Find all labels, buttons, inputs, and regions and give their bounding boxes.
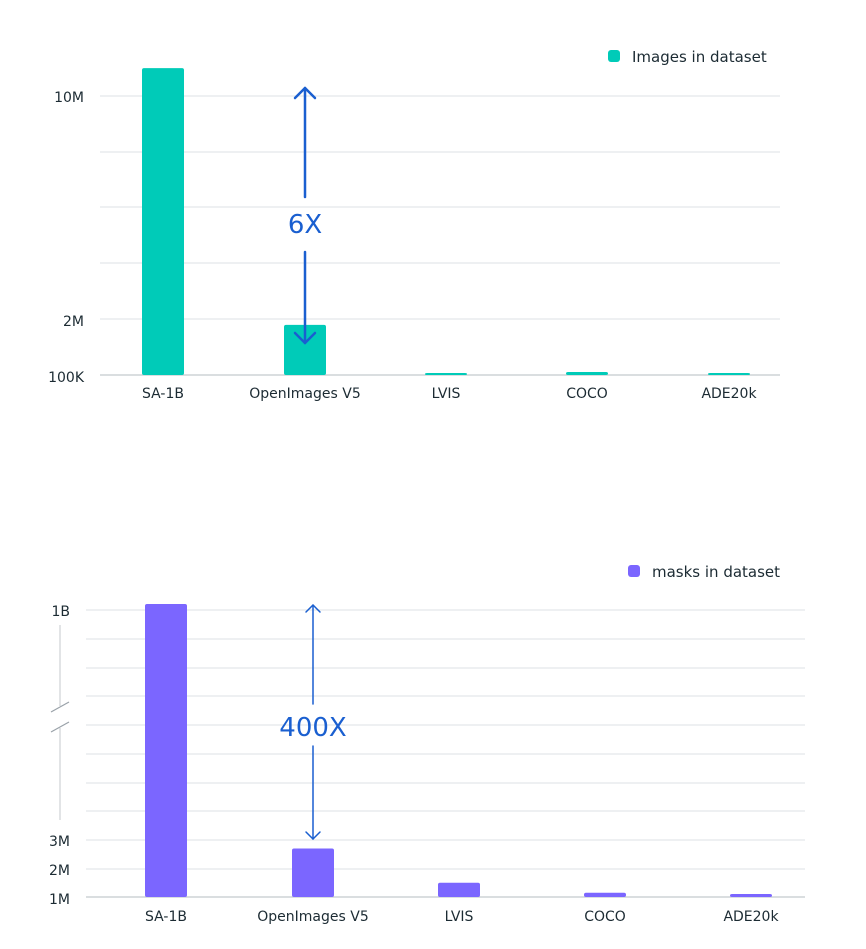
axis-break-mark-bottom <box>50 721 70 733</box>
annotation-multiplier-label: 6X <box>288 210 322 240</box>
x-tick-label: SA-1B <box>142 386 184 402</box>
y-tick-label: 100K <box>48 370 85 386</box>
bar-lvis <box>438 882 480 897</box>
bar-coco <box>566 372 608 375</box>
y-tick-label: 10M <box>54 90 84 106</box>
arrowhead-up-icon <box>293 86 317 100</box>
y-tick-label: 2M <box>49 863 70 879</box>
x-tick-label: LVIS <box>445 909 474 925</box>
x-tick-label: SA-1B <box>145 909 187 925</box>
bar-sa-1b <box>142 68 184 375</box>
chart-1: SA-1B OpenImages V5 LVIS COCO ADE20k 10M 2M 100… <box>48 48 780 402</box>
annotation-multiplier-label: 400X <box>279 713 346 743</box>
x-tick-label: COCO <box>584 909 626 925</box>
legend-swatch <box>608 50 620 62</box>
axis-break-mark-top <box>50 701 70 713</box>
arrowhead-up-icon <box>305 604 321 613</box>
y-tick-label: 2M <box>63 314 84 330</box>
x-tick-label: ADE20k <box>723 909 779 925</box>
bar-coco <box>584 892 626 897</box>
arrowhead-down-icon <box>305 831 321 840</box>
arrowhead-down-icon <box>293 331 317 345</box>
x-tick-label: OpenImages V5 <box>249 386 360 402</box>
y-tick-label: 3M <box>49 834 70 850</box>
bar-openimages-v5 <box>292 848 334 897</box>
bar-sa-1b <box>145 604 187 897</box>
chart-2: SA-1B OpenImages V5 LVIS COCO ADE20k 1B 3M 2M 1M… <box>49 563 805 925</box>
x-tick-label: LVIS <box>432 386 461 402</box>
bar-ade20k <box>708 373 750 375</box>
bar-ade20k <box>730 894 772 897</box>
legend-swatch <box>628 565 640 577</box>
x-tick-label: OpenImages V5 <box>257 909 368 925</box>
bar-openimages-v5 <box>284 324 326 375</box>
bar-lvis <box>425 373 467 375</box>
x-tick-label: ADE20k <box>701 386 757 402</box>
y-tick-label: 1B <box>51 604 70 620</box>
legend-label: masks in dataset <box>652 563 780 581</box>
x-tick-label: COCO <box>566 386 608 402</box>
y-tick-label: 1M <box>49 892 70 908</box>
legend-label: Images in dataset <box>632 48 767 66</box>
